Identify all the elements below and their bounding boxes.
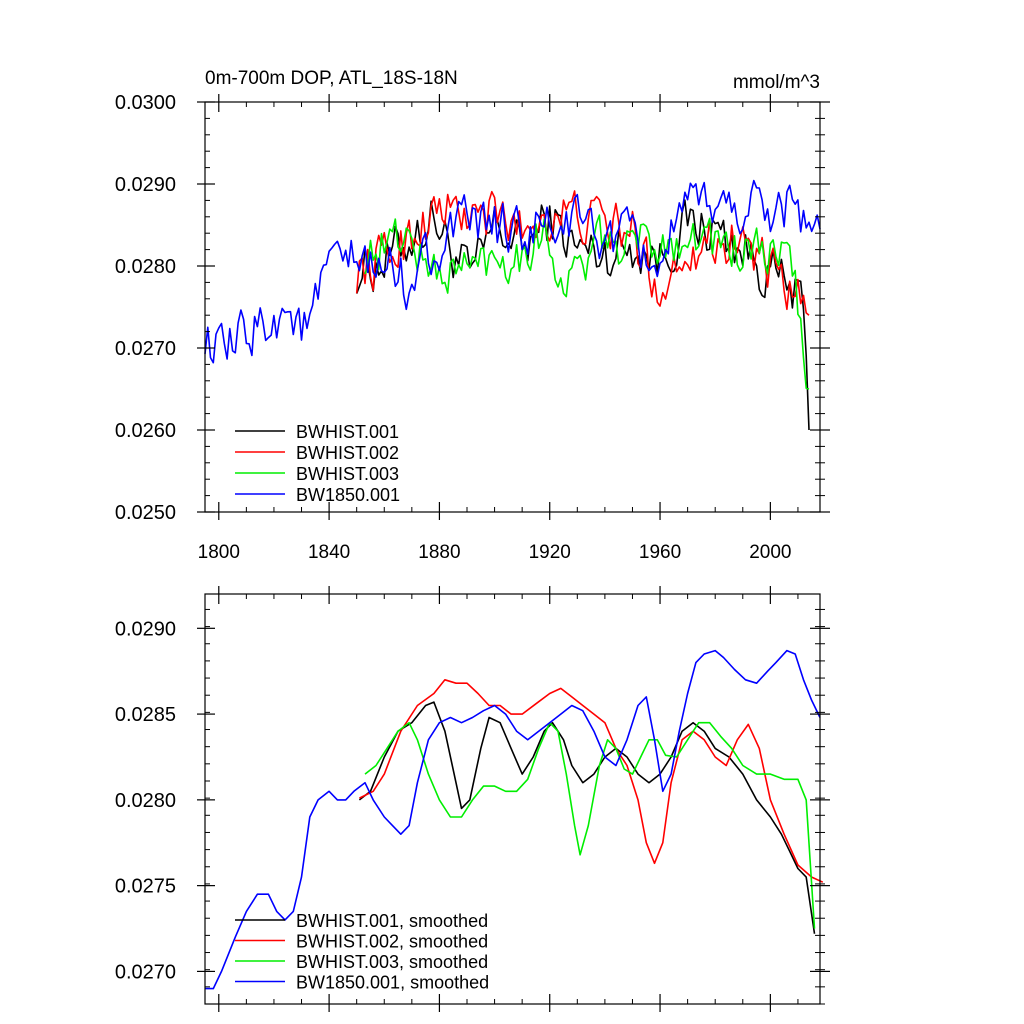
y-tick-label: 0.0280 <box>115 256 176 278</box>
bottom-panel: 0.0270 0.0275 0.0280 0.0285 0.0290 BWHIST.00… <box>115 586 830 1012</box>
legend-label: BW1850.001 <box>296 485 400 505</box>
x-tick-label: 1920 <box>529 542 571 563</box>
y-tick-label: 0.0300 <box>115 92 176 114</box>
series-line <box>358 701 816 934</box>
y-tick-label: 0.0290 <box>115 618 176 640</box>
legend-label: BWHIST.001 <box>296 422 399 442</box>
y-tick-label: 0.0270 <box>115 338 176 360</box>
x-tick-label: 1800 <box>198 542 240 563</box>
x-tick-label: 1880 <box>418 542 460 563</box>
legend-label: BWHIST.002 <box>296 443 399 463</box>
top-chart-title: 0m-700m DOP, ATL_18S-18N <box>205 68 458 89</box>
series-line <box>204 179 821 364</box>
top-panel: 0m-700m DOP, ATL_18S-18N mmol/m^3 1800 18… <box>115 68 830 563</box>
bottom-plot-frame <box>204 593 821 1005</box>
legend-label: BWHIST.001, smoothed <box>296 911 488 931</box>
y-tick-label: 0.0280 <box>115 790 176 812</box>
top-chart-units: mmol/m^3 <box>733 72 820 93</box>
top-series-group <box>204 179 821 431</box>
x-tick-label: 1960 <box>639 542 681 563</box>
bottom-axis-ticks: 0.0270 0.0275 0.0280 0.0285 0.0290 <box>115 586 830 1012</box>
y-tick-label: 0.0260 <box>115 420 176 442</box>
bottom-series-group <box>205 649 824 990</box>
y-tick-label: 0.0250 <box>115 502 176 524</box>
top-plot-frame <box>204 101 821 513</box>
series-line <box>364 721 816 929</box>
y-tick-label: 0.0270 <box>115 961 176 983</box>
legend-label: BWHIST.003, smoothed <box>296 952 488 972</box>
legend-label: BWHIST.003 <box>296 464 399 484</box>
series-line <box>205 649 821 990</box>
x-tick-label: 2000 <box>749 542 791 563</box>
top-axis-ticks: 1800 1840 1880 1920 1960 2000 0.0250 0.0260 0.02… <box>115 92 830 563</box>
x-tick-label: 1840 <box>308 542 350 563</box>
y-tick-label: 0.0275 <box>115 876 176 898</box>
y-tick-label: 0.0290 <box>115 174 176 196</box>
legend-label: BW1850.001, smoothed <box>296 973 489 993</box>
series-line <box>359 679 824 883</box>
series-line <box>364 214 810 390</box>
y-tick-label: 0.0285 <box>115 704 176 726</box>
legend-label: BWHIST.002, smoothed <box>296 932 488 952</box>
